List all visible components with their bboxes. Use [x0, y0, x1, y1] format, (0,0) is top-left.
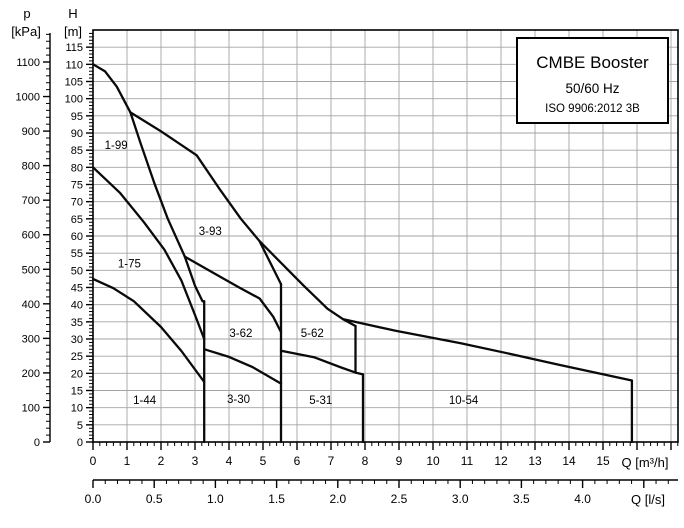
flow-ls-tick-label: 4.0: [574, 492, 591, 506]
region-label-1-44: 1-44: [133, 395, 157, 407]
region-label-1-99: 1-99: [105, 140, 128, 152]
head-axis-tick-label: 0: [77, 437, 83, 449]
pressure-axis-tick-label: 1100: [16, 57, 40, 69]
curve-1-75-max-speed-curve: [91, 166, 206, 341]
pressure-axis-tick-label: 800: [22, 161, 40, 173]
flow-m3h-tick-label: 10: [426, 454, 440, 468]
flow-ls-tick-label: 0.5: [146, 492, 163, 506]
head-axis-tick-label: 65: [71, 214, 83, 226]
head-axis-tick-label: 45: [71, 283, 83, 295]
flow-ls-tick-label: 1.0: [207, 492, 224, 506]
flow-ls-tick-label: 0.0: [85, 492, 102, 506]
pressure-axis-tick-label: 100: [22, 402, 40, 414]
head-axis-tick-label: 40: [71, 300, 83, 312]
title-box-frame: [516, 37, 669, 124]
head-axis-tick-label: 90: [71, 128, 83, 140]
head-axis-tick-label: 115: [65, 42, 83, 54]
flow-ls-tick-label: 2.5: [391, 492, 408, 506]
curve-10-54-max-speed-curve: [341, 317, 634, 382]
pressure-axis-tick-label: 1000: [16, 92, 40, 104]
region-label-3-30: 3-30: [227, 394, 250, 406]
head-axis-tick-label: 95: [71, 111, 83, 123]
title-box-product-name: CMBE Booster: [536, 53, 649, 72]
pressure-axis-unit: [kPa]: [11, 24, 41, 39]
flow-ls-tick-label: 3.0: [452, 492, 469, 506]
flow-m3h-tick-label: 2: [158, 454, 165, 468]
region-label-5-62: 5-62: [301, 328, 324, 340]
head-axis-tick-label: 25: [71, 351, 83, 363]
flow-m3h-tick-label: 0: [90, 454, 97, 468]
head-axis-tick-label: 60: [71, 231, 83, 243]
head-axis-title: H: [68, 6, 77, 21]
curve-3-93-max-speed-curve: [129, 111, 283, 286]
title-box: CMBE Booster 50/60 Hz ISO 9906:2012 3B: [516, 37, 669, 124]
pressure-axis-tick-label: 200: [22, 368, 40, 380]
pressure-axis-tick-label: 700: [22, 195, 40, 207]
curve-1-99-max-flow-boundary: [129, 111, 204, 303]
pressure-axis-tick-label: 300: [22, 333, 40, 345]
flow-m3h-tick-label: 8: [362, 454, 369, 468]
flow-ls-tick-label: 1.5: [268, 492, 285, 506]
head-axis-tick-label: 20: [71, 368, 83, 380]
pressure-axis-tick-label: 500: [22, 264, 40, 276]
head-axis-tick-label: 110: [65, 59, 83, 71]
flow-m3h-tick-label: 3: [192, 454, 199, 468]
flow-m3h-tick-label: 15: [596, 454, 610, 468]
head-axis-tick-label: 105: [65, 77, 83, 89]
flow-m3h-tick-label: 4: [226, 454, 233, 468]
flow-m3h-tick-label: 11: [461, 454, 474, 468]
flow-m3h-tick-label: 9: [396, 454, 403, 468]
head-axis-tick-label: 5: [77, 420, 83, 432]
flow-m3h-tick-label: 14: [562, 454, 576, 468]
curve-3-62-max-speed-curve: [183, 255, 283, 334]
pressure-axis-tick-label: 900: [22, 126, 40, 138]
head-axis-tick-label: 85: [71, 145, 83, 157]
head-axis-tick-label: 75: [71, 180, 83, 192]
curve-3-30-max-speed-curve: [203, 348, 283, 385]
title-box-iso-standard: ISO 9906:2012 3B: [545, 103, 640, 115]
pressure-axis-tick-label: 400: [22, 299, 40, 311]
head-axis-tick-label: 100: [65, 94, 83, 106]
region-label-3-93: 3-93: [199, 226, 222, 238]
title-box-frequency: 50/60 Hz: [565, 81, 619, 96]
head-axis-tick-label: 30: [71, 334, 83, 346]
head-axis-tick-label: 80: [71, 162, 83, 174]
region-label-10-54: 10-54: [449, 395, 479, 407]
head-axis-tick-label: 15: [71, 386, 83, 398]
curve-5-31-max-speed-curve: [279, 349, 365, 376]
flow-m3h-tick-label: 13: [528, 454, 542, 468]
flow-m3h-tick-label: 12: [494, 454, 508, 468]
curve-1-44-max-speed-curve: [91, 277, 206, 384]
flow-ls-tick-label: 3.5: [513, 492, 530, 506]
flow-m3h-unit-label: Q [m³/h]: [622, 455, 669, 470]
flow-m3h-tick-label: 5: [260, 454, 267, 468]
region-label-1-75: 1-75: [118, 258, 141, 270]
head-axis-tick-label: 10: [71, 403, 83, 415]
head-axis-tick-label: 50: [71, 265, 83, 277]
flow-m3h-tick-label: 6: [294, 454, 301, 468]
head-axis-tick-label: 35: [71, 317, 83, 329]
head-axis-tick-label: 55: [71, 248, 83, 260]
region-label-3-62: 3-62: [229, 328, 252, 340]
pressure-axis-tick-label: 0: [34, 437, 40, 449]
flow-ls-unit-label: Q [l/s]: [631, 492, 665, 507]
pressure-axis-title: p: [23, 6, 30, 21]
head-axis-unit: [m]: [64, 24, 82, 39]
curve-1-99-max-speed-curve: [91, 63, 132, 114]
head-axis-tick-label: 70: [71, 197, 83, 209]
flow-ls-tick-label: 2.0: [329, 492, 346, 506]
region-label-5-31: 5-31: [309, 395, 332, 407]
flow-m3h-tick-label: 7: [328, 454, 335, 468]
pressure-axis-tick-label: 600: [22, 230, 40, 242]
flow-m3h-tick-label: 1: [124, 454, 131, 468]
